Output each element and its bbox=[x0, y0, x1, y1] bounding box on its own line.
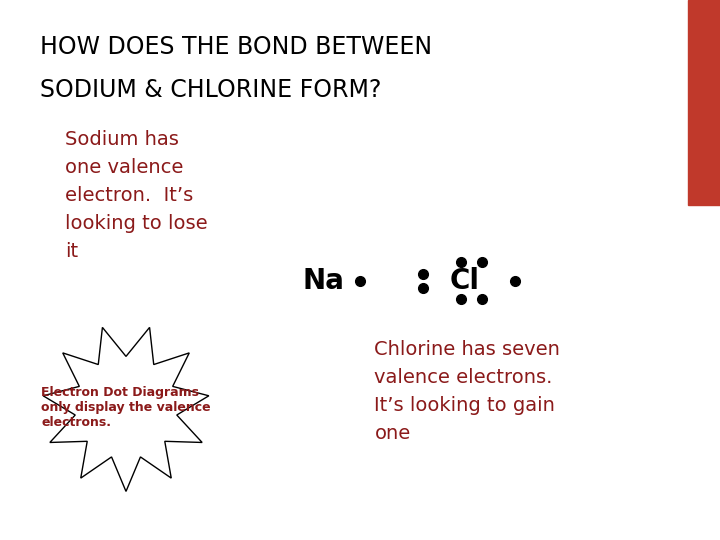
Text: Electron Dot Diagrams
only display the valence
electrons.: Electron Dot Diagrams only display the v… bbox=[41, 386, 211, 429]
Bar bbox=[688, 0, 720, 205]
Text: Sodium has
one valence
electron.  It’s
looking to lose
it: Sodium has one valence electron. It’s lo… bbox=[65, 130, 207, 261]
Text: HOW DOES THE BOND BETWEEN: HOW DOES THE BOND BETWEEN bbox=[40, 35, 432, 59]
Text: Chlorine has seven
valence electrons.
It’s looking to gain
one: Chlorine has seven valence electrons. It… bbox=[374, 340, 560, 443]
Text: Na: Na bbox=[302, 267, 344, 295]
Text: Cl: Cl bbox=[450, 267, 480, 295]
Text: SODIUM & CHLORINE FORM?: SODIUM & CHLORINE FORM? bbox=[40, 78, 381, 102]
